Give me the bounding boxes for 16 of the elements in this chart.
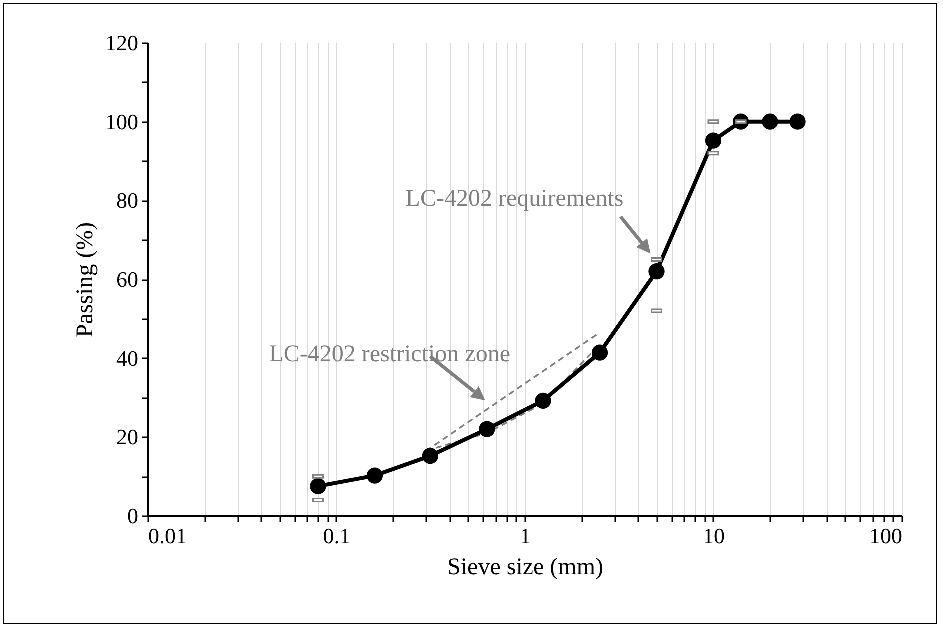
x-tick-label: 0.01	[148, 524, 187, 548]
y-tick-label: 40	[116, 346, 138, 371]
y-tick-label: 0	[128, 504, 138, 528]
y-tick-label: 100	[106, 109, 138, 134]
annotation: LC-4202 restriction zone	[269, 342, 510, 368]
x-tick-label: 10	[703, 524, 725, 548]
y-tick-label: 60	[116, 267, 138, 292]
y-tick-label: 20	[116, 424, 138, 450]
x-axis-title: Sieve size (mm)	[448, 554, 604, 580]
y-axis-title: Passing (%)	[72, 222, 98, 338]
x-tick-label: 100	[870, 524, 902, 548]
annotation: LC-4202 requirements	[406, 186, 624, 212]
x-tick-label: 0.1	[323, 524, 351, 548]
x-tick-label: 1	[520, 524, 531, 548]
y-tick-label: 120	[106, 30, 138, 56]
y-tick-label: 80	[116, 188, 138, 214]
